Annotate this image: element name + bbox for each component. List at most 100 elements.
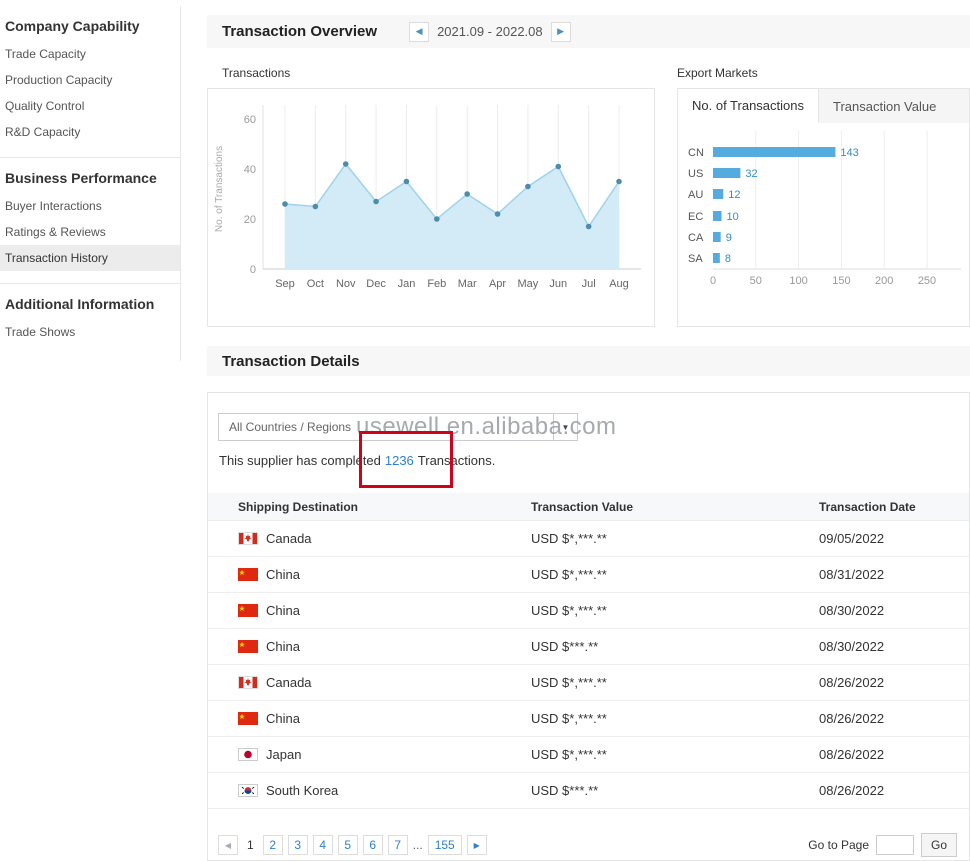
svg-text:CN: CN (688, 147, 704, 159)
shipping-destination-cell: Canada (208, 675, 531, 690)
sidebar-item-production-capacity[interactable]: Production Capacity (5, 73, 113, 87)
column-header-shipping-destination: Shipping Destination (238, 499, 358, 514)
sidebar-item-r-d-capacity[interactable]: R&D Capacity (5, 125, 81, 139)
svg-text:May: May (518, 278, 539, 290)
prev-period-button[interactable]: ◀ (409, 21, 430, 42)
transaction-date-cell: 09/05/2022 (819, 531, 885, 546)
export-chart: 0 50 100 150 200 250 CN 143 US 32 AU 12 EC 10 CA 9 SA 8 (678, 123, 969, 300)
page-button-7[interactable]: 7 (387, 835, 408, 855)
country-label: China (266, 639, 300, 654)
svg-text:100: 100 (789, 275, 807, 287)
svg-text:Jul: Jul (582, 278, 596, 290)
country-label: South Korea (266, 783, 339, 798)
south-korea-flag-icon (238, 784, 258, 797)
sidebar-item-quality-control[interactable]: Quality Control (5, 99, 85, 113)
svg-text:143: 143 (840, 147, 858, 159)
svg-text:8: 8 (725, 253, 731, 265)
transaction-value-cell: USD $*,***.** (531, 675, 607, 690)
date-range-navigator: ◀ 2021.09 - 2022.08 ▶ (409, 21, 571, 42)
svg-text:0: 0 (250, 264, 256, 276)
canada-flag-icon (238, 676, 258, 689)
main-content: Transaction Overview ◀ 2021.09 - 2022.08… (207, 0, 970, 861)
svg-text:Nov: Nov (336, 278, 356, 290)
sidebar-item-transaction-history[interactable]: Transaction History (0, 245, 180, 271)
transaction-value-cell: USD $*,***.** (531, 531, 607, 546)
table-row[interactable]: Canada USD $*,***.** 09/05/2022 (208, 521, 969, 557)
transactions-chart-label: Transactions (222, 66, 291, 80)
svg-text:40: 40 (244, 164, 256, 176)
shipping-destination-cell: China (208, 711, 531, 726)
transaction-value-cell: USD $***.** (531, 639, 599, 654)
shipping-destination-cell: Canada (208, 531, 531, 546)
svg-text:No. of Transactions: No. of Transactions (214, 146, 225, 232)
country-label: China (266, 567, 300, 582)
sidebar: Company Capability Trade Capacity Producti… (0, 6, 181, 361)
chevron-down-icon[interactable]: ▼ (553, 414, 577, 440)
table-row[interactable]: Canada USD $*,***.** 08/26/2022 (208, 665, 969, 701)
date-range-label: 2021.09 - 2022.08 (437, 24, 543, 39)
page-button-6[interactable]: 6 (362, 835, 383, 855)
sidebar-section-title: Business Performance (5, 170, 157, 186)
sidebar-section-title: Company Capability (5, 18, 140, 34)
page-button-3[interactable]: 3 (287, 835, 308, 855)
transaction-date-cell: 08/26/2022 (819, 783, 885, 798)
transaction-details-box: All Countries / Regions ▼ usewell.en.ali… (207, 392, 970, 861)
country-label: Canada (266, 675, 312, 690)
china-flag-icon (238, 604, 258, 617)
sidebar-item-buyer-interactions[interactable]: Buyer Interactions (5, 199, 102, 213)
next-period-button[interactable]: ▶ (550, 21, 571, 42)
export-markets-label: Export Markets (677, 66, 758, 80)
transactions-chart: 0 20 40 60 Sep Oct Nov Dec Jan Feb Mar Apr May Jun Jul… (208, 89, 654, 304)
summary-prefix: This supplier has completed (219, 453, 381, 468)
svg-text:200: 200 (875, 275, 893, 287)
supplier-summary: This supplier has completed 1236 Transacti… (219, 453, 495, 468)
tab-no-of-transactions[interactable]: No. of Transactions (678, 89, 819, 123)
svg-text:Jun: Jun (549, 278, 567, 290)
country-filter-dropdown[interactable]: All Countries / Regions ▼ (218, 413, 578, 441)
transactions-count-link[interactable]: 1236 (384, 453, 414, 468)
china-flag-icon (238, 568, 258, 581)
svg-text:Jan: Jan (398, 278, 416, 290)
table-row[interactable]: China USD $***.** 08/30/2022 (208, 629, 969, 665)
go-button[interactable]: Go (921, 833, 957, 857)
export-tabs: No. of Transactions Transaction Value (678, 89, 969, 123)
transaction-value-cell: USD $*,***.** (531, 603, 607, 618)
country-label: Japan (266, 747, 302, 762)
svg-text:Dec: Dec (366, 278, 386, 290)
svg-text:50: 50 (750, 275, 762, 287)
current-page: 1 (247, 838, 254, 852)
table-row[interactable]: China USD $*,***.** 08/26/2022 (208, 701, 969, 737)
prev-page-button[interactable]: ◀ (218, 835, 238, 855)
sidebar-item-trade-capacity[interactable]: Trade Capacity (5, 47, 86, 61)
transaction-date-cell: 08/31/2022 (819, 567, 885, 582)
sidebar-section-additional-information: Additional Information Trade Shows (0, 283, 180, 357)
tab-transaction-value[interactable]: Transaction Value (819, 89, 969, 123)
table-row[interactable]: South Korea USD $***.** 08/26/2022 (208, 773, 969, 809)
table-row[interactable]: China USD $*,***.** 08/30/2022 (208, 593, 969, 629)
page-button-2[interactable]: 2 (262, 835, 283, 855)
next-page-button[interactable]: ▶ (466, 835, 487, 855)
svg-text:CA: CA (688, 232, 704, 244)
svg-text:250: 250 (918, 275, 936, 287)
goto-page-label: Go to Page (808, 838, 869, 852)
table-row[interactable]: Japan USD $*,***.** 08/26/2022 (208, 737, 969, 773)
svg-text:Oct: Oct (307, 278, 324, 290)
table-row[interactable]: China USD $*,***.** 08/31/2022 (208, 557, 969, 593)
shipping-destination-cell: China (208, 639, 531, 654)
svg-text:10: 10 (727, 211, 739, 223)
sidebar-section-title: Additional Information (5, 296, 155, 312)
sidebar-item-ratings-reviews[interactable]: Ratings & Reviews (5, 225, 106, 239)
page-button-5[interactable]: 5 (337, 835, 358, 855)
goto-page: Go to Page Go (808, 833, 957, 857)
sidebar-item-trade-shows[interactable]: Trade Shows (5, 325, 76, 339)
svg-text:US: US (688, 168, 703, 180)
china-flag-icon (238, 712, 258, 725)
svg-text:Apr: Apr (489, 278, 506, 290)
transactions-table: Shipping Destination Transaction Value Tra… (208, 493, 969, 809)
page-button-155[interactable]: 155 (427, 835, 462, 855)
shipping-destination-cell: China (208, 603, 531, 618)
goto-page-input[interactable] (876, 835, 914, 855)
sidebar-section-business-performance: Business Performance Buyer Interactions Ra… (0, 157, 180, 283)
transaction-value-cell: USD $*,***.** (531, 567, 607, 582)
page-button-4[interactable]: 4 (312, 835, 333, 855)
